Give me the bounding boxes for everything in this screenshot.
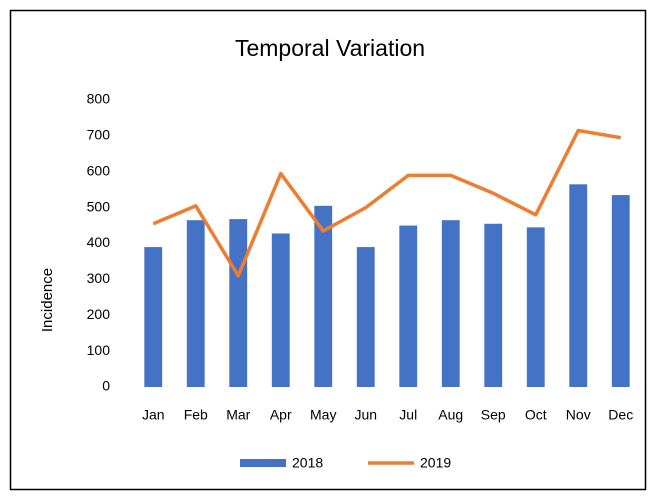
bar (356, 247, 375, 387)
y-tick-label: 800 (87, 91, 111, 107)
x-tick-label: Dec (608, 407, 633, 423)
bar (186, 220, 205, 387)
legend-label: 2018 (292, 455, 323, 471)
y-tick-label: 700 (87, 127, 111, 143)
bar (144, 247, 163, 387)
y-axis-label: Incidence (39, 268, 56, 332)
y-tick-label: 0 (102, 378, 110, 394)
y-tick-label: 100 (87, 342, 111, 358)
bar (229, 219, 248, 387)
line (152, 128, 622, 278)
bar (399, 225, 418, 387)
y-tick-label: 600 (87, 162, 111, 178)
x-tick-label: Oct (525, 407, 547, 423)
bar (569, 184, 588, 387)
bar (271, 233, 290, 387)
bar (526, 227, 545, 387)
y-tick-label: 400 (87, 234, 111, 250)
chart-title: Temporal Variation (235, 35, 425, 61)
x-tick-label: Jan (142, 407, 165, 423)
legend-label: 2019 (420, 455, 451, 471)
bar (484, 223, 503, 387)
x-tick-label: Feb (184, 407, 208, 423)
x-tick-label: Aug (438, 407, 463, 423)
legend-swatch (240, 459, 286, 467)
x-tick-label: May (310, 407, 336, 423)
x-tick-label: Jun (354, 407, 377, 423)
x-tick-label: Mar (226, 407, 250, 423)
y-tick-label: 200 (87, 306, 111, 322)
y-tick-label: 300 (87, 270, 111, 286)
x-tick-label: Apr (270, 407, 292, 423)
y-tick-label: 500 (87, 198, 111, 214)
x-tick-label: Sep (481, 407, 506, 423)
x-tick-label: Nov (566, 407, 591, 423)
bar (314, 205, 333, 387)
x-tick-label: Jul (399, 407, 417, 423)
bar (441, 220, 460, 387)
bar (611, 195, 630, 387)
